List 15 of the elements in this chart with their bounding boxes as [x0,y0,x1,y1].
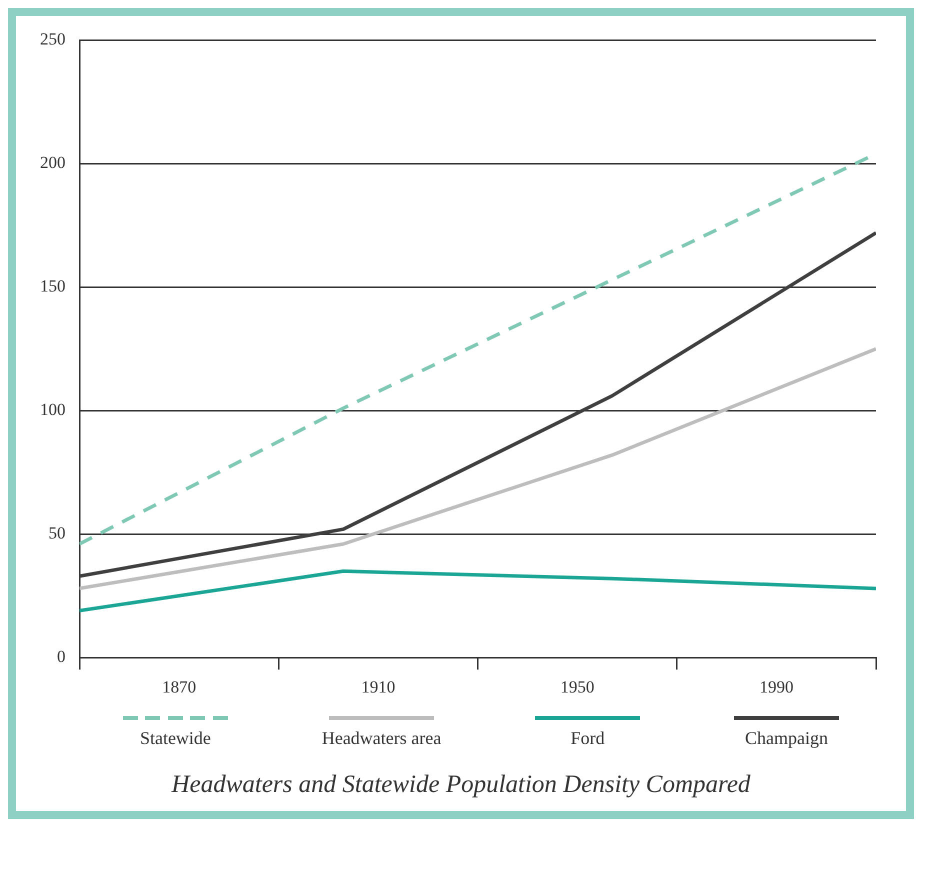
x-tick-label: 1990 [759,677,794,696]
y-tick-label: 150 [40,276,66,296]
y-tick-label: 250 [40,30,66,49]
y-tick-label: 100 [40,400,66,420]
y-tick-label: 50 [48,524,66,543]
x-tick-label: 1910 [361,677,396,696]
x-tick-label: 1870 [162,677,196,696]
y-tick-label: 200 [40,153,66,172]
y-tick-label: 0 [57,647,66,666]
legend-label: Headwaters area [322,728,442,749]
legend-label: Ford [570,728,605,749]
x-tick-label: 1950 [560,677,594,696]
text: Headwaters and Statewide Population Density Compared [170,771,752,799]
legend-label: Champaign [745,728,828,749]
legend-label: Statewide [140,728,211,749]
